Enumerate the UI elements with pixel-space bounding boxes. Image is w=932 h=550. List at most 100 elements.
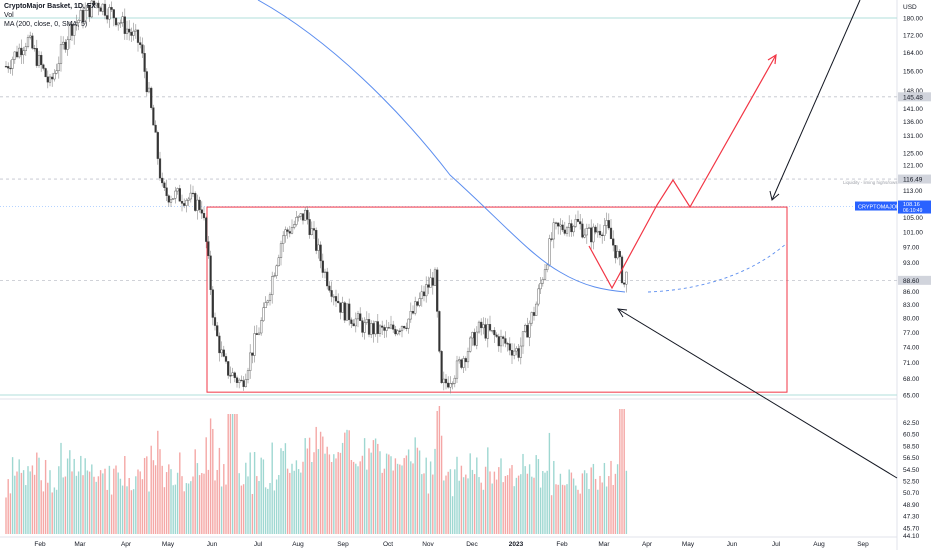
volume-bar <box>198 475 201 534</box>
volume-bar <box>390 456 392 534</box>
candle-body <box>607 220 610 229</box>
candle-body <box>90 0 93 18</box>
candle-body <box>396 330 399 335</box>
volume-bar <box>141 479 144 534</box>
volume-bar <box>253 451 256 534</box>
candle-body <box>44 68 47 78</box>
volume-bar <box>267 488 269 534</box>
candle-body <box>433 269 437 286</box>
candle-body <box>543 269 547 280</box>
price-axis: USD 180.00 172.00 164.00 156.00 148.00 141.00 1… <box>855 4 931 400</box>
time-tick-label: Jul <box>254 541 263 548</box>
volume-bar <box>575 485 577 534</box>
volume-bar <box>379 451 381 534</box>
candle-body <box>361 320 364 333</box>
candle-body <box>224 356 228 362</box>
volume-bar <box>341 442 344 534</box>
candle-body <box>191 192 195 195</box>
last-price-bg <box>898 200 931 214</box>
volume-bar <box>88 471 91 534</box>
candle-body <box>266 300 269 303</box>
volume-bar <box>289 472 291 534</box>
volume-bar <box>619 409 621 534</box>
projection-path <box>588 54 777 290</box>
candle-body <box>546 264 549 270</box>
volume-bar <box>69 450 71 534</box>
tag-145-bg <box>898 92 931 102</box>
price-tick-label: 68.00 <box>903 376 920 383</box>
time-tick-label: Nov <box>422 541 434 548</box>
candle-body <box>482 324 485 329</box>
volume-tick-label: 54.50 <box>903 467 920 474</box>
volume-bar <box>247 476 249 534</box>
candle-body <box>108 7 111 20</box>
volume-bar <box>322 436 324 534</box>
candle-body <box>499 336 503 347</box>
candle-body <box>370 323 373 335</box>
candle-body <box>510 350 514 356</box>
candle-body <box>374 321 377 335</box>
candle-body <box>42 64 45 69</box>
candle-body <box>521 331 525 347</box>
candle-body <box>84 10 87 23</box>
candle-body <box>172 198 175 200</box>
volume-bar <box>313 452 315 534</box>
volume-bar <box>368 448 370 534</box>
candle-body <box>356 313 360 320</box>
volume-bar <box>293 470 295 534</box>
candle-body <box>128 28 131 33</box>
volume-bar <box>418 450 421 534</box>
candle-body <box>106 15 109 20</box>
volume-bar <box>458 480 460 534</box>
volume-bar <box>326 446 328 534</box>
candle-body <box>123 16 126 34</box>
candle-body <box>75 22 78 26</box>
volume-bar <box>451 496 454 534</box>
volume-bar <box>148 491 150 534</box>
volume-bar <box>370 452 372 534</box>
volume-bar <box>165 472 168 534</box>
volume-bar <box>172 485 174 534</box>
candle-body <box>235 377 239 383</box>
price-tick-label: 125.00 <box>903 150 923 157</box>
volume-bar <box>14 475 16 534</box>
volume-bar <box>473 474 476 534</box>
candle-body <box>299 213 302 217</box>
candle-body <box>319 244 322 262</box>
candle-body <box>15 51 19 58</box>
volume-bar <box>44 459 47 534</box>
volume-bar <box>190 481 192 534</box>
candle-body <box>211 289 214 318</box>
volume-bar <box>546 470 548 534</box>
candle-body <box>502 336 505 339</box>
candle-body <box>317 244 320 251</box>
volume-bar <box>113 468 115 534</box>
candle-body <box>418 298 421 306</box>
candle-body <box>121 16 124 24</box>
candle-body <box>231 372 234 376</box>
candle-body <box>198 199 201 210</box>
candle-body <box>152 107 155 126</box>
volume-bar <box>561 484 564 534</box>
volume-bar <box>535 455 537 534</box>
volume-bar <box>570 472 573 534</box>
volume-bar <box>187 483 190 534</box>
candle-body <box>563 229 566 234</box>
price-tick-label: 83.00 <box>903 302 920 309</box>
candle-body <box>473 332 476 346</box>
candle-body <box>601 234 604 236</box>
volume-bar <box>581 473 584 534</box>
volume-bar <box>154 465 157 534</box>
volume-bar <box>476 457 478 534</box>
volume-bar <box>286 468 289 534</box>
candle-body <box>308 219 311 235</box>
candle-body <box>55 70 58 74</box>
candle-body <box>117 22 120 26</box>
volume-bar <box>614 473 617 534</box>
volume-bar <box>82 475 84 534</box>
candle-body <box>312 228 316 231</box>
volume-bar <box>445 475 447 534</box>
candle-body <box>440 351 443 384</box>
candle-body <box>246 370 250 380</box>
